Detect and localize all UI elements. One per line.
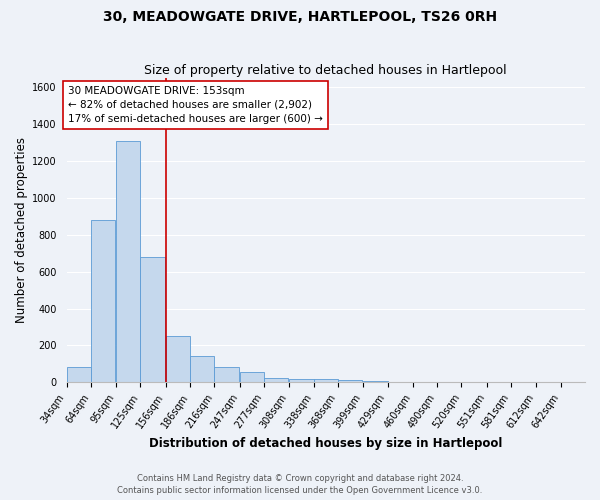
Bar	[140, 257, 165, 382]
Text: 30 MEADOWGATE DRIVE: 153sqm
← 82% of detached houses are smaller (2,902)
17% of : 30 MEADOWGATE DRIVE: 153sqm ← 82% of det…	[68, 86, 323, 124]
Bar	[166, 336, 190, 382]
X-axis label: Distribution of detached houses by size in Hartlepool: Distribution of detached houses by size …	[149, 437, 502, 450]
Bar	[289, 378, 314, 382]
Bar	[338, 380, 362, 382]
Text: 30, MEADOWGATE DRIVE, HARTLEPOOL, TS26 0RH: 30, MEADOWGATE DRIVE, HARTLEPOOL, TS26 0…	[103, 10, 497, 24]
Bar	[190, 356, 214, 382]
Y-axis label: Number of detached properties: Number of detached properties	[15, 137, 28, 323]
Bar	[264, 378, 289, 382]
Bar	[67, 366, 91, 382]
Bar	[91, 220, 115, 382]
Bar	[239, 372, 264, 382]
Bar	[314, 380, 338, 382]
Text: Contains HM Land Registry data © Crown copyright and database right 2024.
Contai: Contains HM Land Registry data © Crown c…	[118, 474, 482, 495]
Title: Size of property relative to detached houses in Hartlepool: Size of property relative to detached ho…	[145, 64, 507, 77]
Bar	[116, 141, 140, 382]
Bar	[214, 366, 239, 382]
